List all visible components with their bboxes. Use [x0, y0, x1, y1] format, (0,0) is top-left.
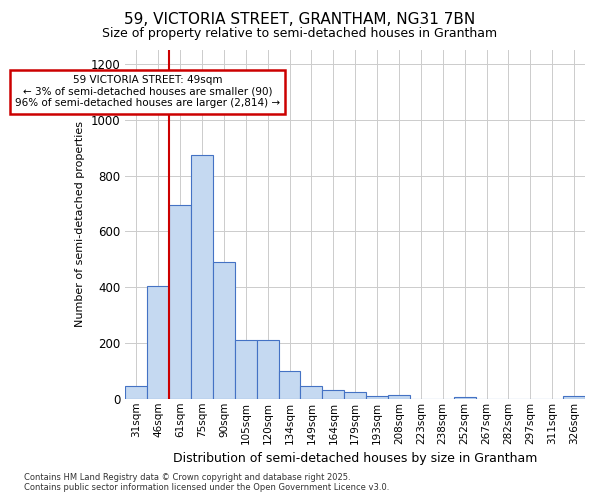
Bar [169, 205, 191, 399]
Bar [191, 154, 213, 399]
Bar [213, 262, 235, 399]
Bar [322, 390, 344, 399]
Bar [148, 286, 169, 399]
Bar [257, 340, 278, 399]
Bar [366, 396, 388, 399]
Bar [563, 396, 585, 399]
Text: Contains HM Land Registry data © Crown copyright and database right 2025.
Contai: Contains HM Land Registry data © Crown c… [24, 473, 389, 492]
Bar [301, 386, 322, 399]
Text: Size of property relative to semi-detached houses in Grantham: Size of property relative to semi-detach… [103, 28, 497, 40]
Y-axis label: Number of semi-detached properties: Number of semi-detached properties [75, 122, 85, 328]
Bar [278, 371, 301, 399]
Bar [388, 394, 410, 399]
Text: 59 VICTORIA STREET: 49sqm
← 3% of semi-detached houses are smaller (90)
96% of s: 59 VICTORIA STREET: 49sqm ← 3% of semi-d… [15, 75, 280, 108]
Bar [454, 398, 476, 399]
Bar [344, 392, 366, 399]
X-axis label: Distribution of semi-detached houses by size in Grantham: Distribution of semi-detached houses by … [173, 452, 538, 465]
Bar [125, 386, 148, 399]
Bar [235, 340, 257, 399]
Text: 59, VICTORIA STREET, GRANTHAM, NG31 7BN: 59, VICTORIA STREET, GRANTHAM, NG31 7BN [124, 12, 476, 28]
